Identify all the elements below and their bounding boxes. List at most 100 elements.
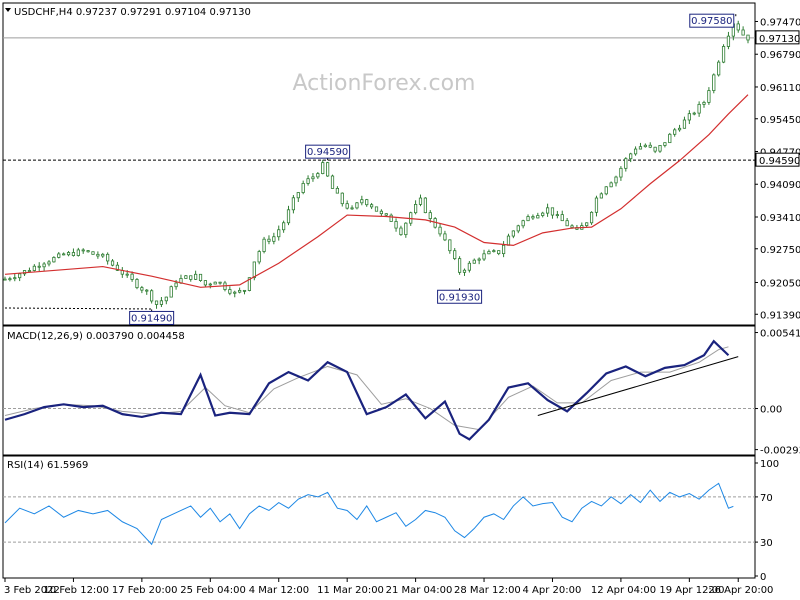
annotation-box bbox=[129, 310, 175, 325]
candle-body bbox=[282, 222, 286, 231]
candle-body bbox=[443, 233, 447, 241]
candle-body bbox=[663, 142, 667, 146]
moving-average-line bbox=[4, 94, 749, 288]
candle-body bbox=[643, 144, 647, 148]
price-panel-frame bbox=[2, 2, 756, 326]
candle-body bbox=[8, 278, 12, 281]
candle-body bbox=[712, 74, 716, 91]
watermark: ActionForex.com bbox=[293, 71, 476, 96]
candle-body bbox=[316, 173, 320, 178]
candle-body bbox=[213, 281, 217, 285]
candle-body bbox=[560, 214, 564, 222]
rsi-layer bbox=[3, 482, 755, 546]
x-axis-label: 4 Apr 20:00 bbox=[522, 585, 581, 596]
annotation-box bbox=[689, 13, 735, 28]
candle-body bbox=[492, 250, 496, 253]
candle-body bbox=[150, 290, 154, 302]
candle-body bbox=[624, 158, 628, 169]
candle-body bbox=[208, 283, 212, 286]
candle-body bbox=[218, 281, 222, 284]
candle-body bbox=[707, 90, 711, 103]
candle-body bbox=[399, 227, 403, 236]
candle-body bbox=[506, 235, 511, 246]
candle-body bbox=[531, 216, 535, 219]
candle-body bbox=[340, 192, 344, 205]
candle-body bbox=[164, 296, 168, 302]
x-axis-label: 11 Mar 20:00 bbox=[317, 585, 384, 596]
candle-body bbox=[125, 273, 129, 276]
candle-body bbox=[159, 300, 164, 305]
signal-line bbox=[4, 346, 729, 431]
candle-body bbox=[418, 197, 423, 205]
candle-body bbox=[536, 215, 540, 219]
candle-body bbox=[501, 244, 506, 255]
macd-panel-frame bbox=[2, 325, 756, 456]
candle-body bbox=[736, 23, 740, 31]
candle-body bbox=[482, 253, 486, 260]
candle-body bbox=[516, 225, 520, 232]
annotation-label: 0.94590 bbox=[307, 147, 348, 158]
candle-body bbox=[511, 230, 515, 237]
macd-line bbox=[4, 339, 730, 441]
candle-body bbox=[81, 249, 85, 252]
macd-trendline bbox=[537, 356, 739, 417]
candle-body bbox=[3, 278, 7, 281]
candle-body bbox=[467, 262, 471, 271]
candle-body bbox=[71, 252, 76, 256]
candle-body bbox=[545, 207, 550, 214]
candle-body bbox=[633, 148, 638, 155]
rsi-axis-label: 70 bbox=[760, 493, 773, 504]
candle-body bbox=[242, 289, 247, 292]
candle-body bbox=[335, 188, 339, 194]
candle-body bbox=[145, 289, 149, 292]
candle-body bbox=[423, 197, 427, 214]
candle-body bbox=[47, 261, 51, 265]
candle-body bbox=[296, 192, 300, 199]
candle-body bbox=[457, 258, 462, 273]
candle-body bbox=[326, 162, 330, 177]
candle-body bbox=[673, 129, 677, 135]
candle-body bbox=[438, 226, 442, 235]
candle-body bbox=[13, 277, 17, 280]
candle-body bbox=[585, 222, 589, 226]
candle-body bbox=[130, 273, 134, 280]
candle-body bbox=[76, 249, 80, 256]
rsi-axis-label: 100 bbox=[760, 459, 779, 470]
annotation-label: 0.91930 bbox=[439, 292, 480, 303]
candle-body bbox=[110, 260, 115, 266]
candle-body bbox=[350, 207, 354, 210]
candle-body bbox=[658, 145, 662, 152]
collapse-triangle-icon[interactable] bbox=[5, 8, 11, 12]
candle-body bbox=[321, 162, 325, 174]
candle-body bbox=[379, 210, 383, 215]
candle-body bbox=[66, 252, 71, 256]
candle-body bbox=[27, 270, 32, 272]
low-connector-line bbox=[4, 307, 152, 310]
candle-body bbox=[262, 238, 266, 252]
price-axis-label: 0.95450 bbox=[760, 115, 800, 126]
candle-body bbox=[555, 214, 559, 217]
price-axis-label: 0.91390 bbox=[760, 310, 800, 321]
candle-body bbox=[462, 269, 467, 273]
level-price-box-label: 0.94590 bbox=[759, 156, 800, 167]
macd-axis-label: 0.00 bbox=[760, 405, 782, 416]
candle-body bbox=[267, 238, 271, 242]
annotation-box bbox=[437, 289, 483, 304]
candle-body bbox=[101, 253, 105, 257]
annotation-label: 0.97580 bbox=[691, 16, 732, 27]
candle-body bbox=[521, 220, 525, 227]
candle-body bbox=[614, 176, 618, 184]
candle-body bbox=[619, 167, 623, 178]
annotation-box bbox=[305, 144, 351, 159]
price-layer: 0.97580 0.94590 0.91930 0.91490 bbox=[3, 13, 755, 325]
x-axis-label: 3 Feb 2022 bbox=[4, 585, 60, 596]
candle-body bbox=[360, 199, 364, 204]
candle-body bbox=[589, 211, 594, 224]
candle-body bbox=[526, 216, 530, 222]
rsi-axis-label: 30 bbox=[760, 538, 773, 549]
current-price-box-label: 0.97130 bbox=[759, 34, 800, 45]
candle-body bbox=[174, 282, 178, 288]
x-axis-label: 28 Mar 12:00 bbox=[454, 585, 521, 596]
rsi-line bbox=[4, 482, 734, 546]
candle-body bbox=[184, 275, 188, 279]
